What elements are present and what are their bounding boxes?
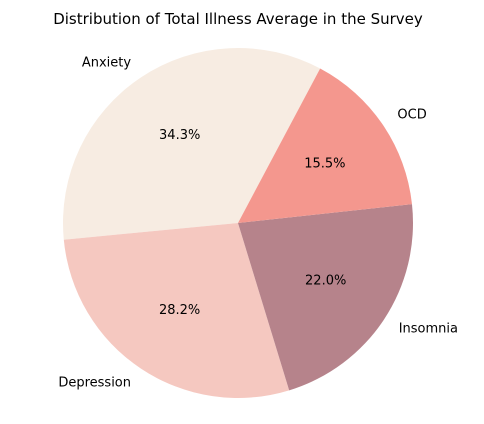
slice-insomnia [238, 204, 414, 391]
slice-ocd [238, 68, 412, 223]
slice-label-depression: Depression [58, 376, 131, 391]
pie-labels: 34.3% Anxiety 28.2% Depression 22.0% Insomnia… [58, 55, 458, 390]
pct-label-insomnia: 22.0% [305, 273, 346, 288]
pct-label-anxiety: 34.3% [159, 128, 200, 143]
chart-title: Distribution of Total Illness Average in… [53, 10, 423, 28]
slice-depression [63, 223, 290, 398]
slice-label-insomnia: Insomnia [399, 322, 458, 337]
slice-label-anxiety: Anxiety [82, 55, 132, 70]
pct-label-ocd: 15.5% [304, 157, 345, 172]
pie-slices [62, 47, 414, 398]
slice-label-ocd: OCD [397, 108, 426, 123]
slice-anxiety [62, 47, 321, 240]
pct-label-depression: 28.2% [159, 303, 200, 318]
